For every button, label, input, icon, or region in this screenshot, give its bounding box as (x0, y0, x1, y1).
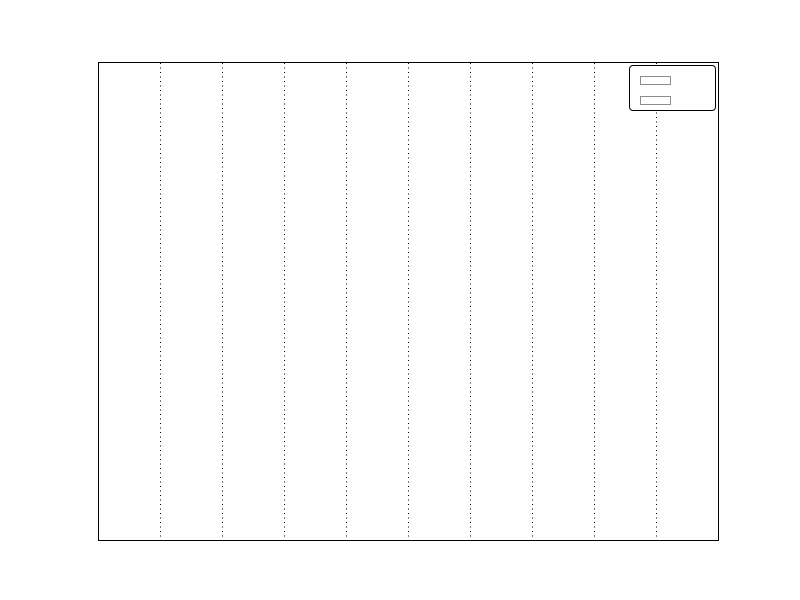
v-gridline (346, 63, 348, 540)
v-gridline (222, 63, 224, 540)
grid-layer (99, 63, 718, 540)
legend-entry-tp (640, 71, 707, 90)
v-gridline (593, 63, 595, 540)
legend-entry-fp (640, 91, 707, 110)
v-gridline (655, 63, 657, 540)
ticks-layer (99, 63, 718, 540)
v-gridline (469, 63, 471, 540)
plot-area (98, 62, 719, 541)
legend (629, 65, 716, 111)
v-gridline (160, 63, 162, 540)
fp-swatch-icon (640, 96, 671, 105)
tp-swatch-icon (640, 76, 671, 85)
v-gridline (284, 63, 286, 540)
v-gridline (408, 63, 409, 540)
v-gridline (531, 63, 533, 540)
